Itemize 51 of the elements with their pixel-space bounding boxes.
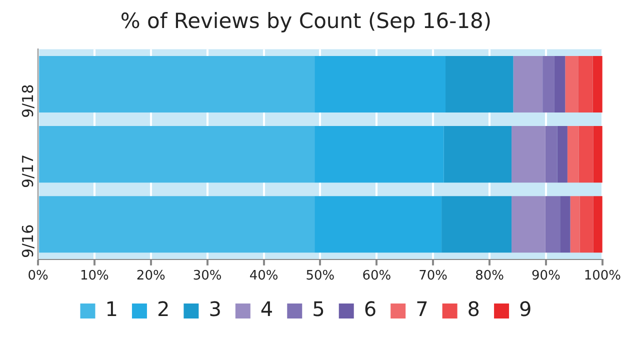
bar	[557, 126, 568, 183]
legend-label: 3	[208, 297, 222, 322]
x-tick-label: 60%	[362, 268, 392, 284]
x-tick-label: 10%	[80, 268, 109, 284]
bar	[545, 196, 560, 253]
x-tick-label: 100%	[584, 268, 622, 284]
chart-title: % of Reviews by Count (Sep 16-18)	[120, 9, 492, 34]
bar	[570, 196, 580, 253]
bar	[593, 126, 602, 183]
bar	[580, 196, 594, 253]
bar	[512, 196, 546, 253]
bar	[578, 56, 593, 113]
bar	[593, 196, 602, 253]
bar	[542, 56, 554, 113]
bar	[578, 126, 594, 183]
x-tick-label: 80%	[475, 268, 504, 284]
bar	[39, 56, 315, 113]
x-tick-label: 30%	[192, 268, 222, 284]
y-tick-label: 9/17	[18, 154, 37, 188]
bar	[592, 56, 602, 113]
bar	[314, 56, 446, 113]
legend-label: 1	[105, 297, 118, 322]
x-tick-label: 40%	[249, 268, 278, 284]
bar	[565, 56, 578, 113]
x-tick-label: 20%	[136, 268, 166, 284]
bar	[314, 196, 442, 253]
bar	[314, 126, 444, 183]
bar	[39, 196, 315, 253]
bar	[545, 126, 558, 183]
x-tick-label: 70%	[418, 268, 448, 284]
y-tick-label: 9/18	[18, 84, 37, 118]
y-tick-label: 9/16	[18, 224, 37, 258]
legend-label: 5	[312, 297, 325, 322]
legend-label: 6	[364, 297, 377, 322]
legend-label: 8	[467, 297, 480, 322]
legend-label: 4	[260, 297, 274, 322]
bar	[39, 126, 315, 183]
bar	[513, 56, 543, 113]
x-tick-label: 90%	[532, 268, 560, 284]
bar	[442, 196, 512, 253]
bar	[444, 126, 512, 183]
legend-label: 2	[156, 297, 170, 322]
x-tick-label: 50%	[306, 268, 335, 284]
bar	[567, 126, 579, 183]
bar	[446, 56, 514, 113]
x-tick-label: 0%	[28, 268, 48, 284]
legend-label: 7	[416, 297, 428, 322]
bar	[554, 56, 566, 113]
bar	[560, 196, 570, 253]
legend-label: 9	[519, 297, 532, 322]
bar	[512, 126, 546, 183]
